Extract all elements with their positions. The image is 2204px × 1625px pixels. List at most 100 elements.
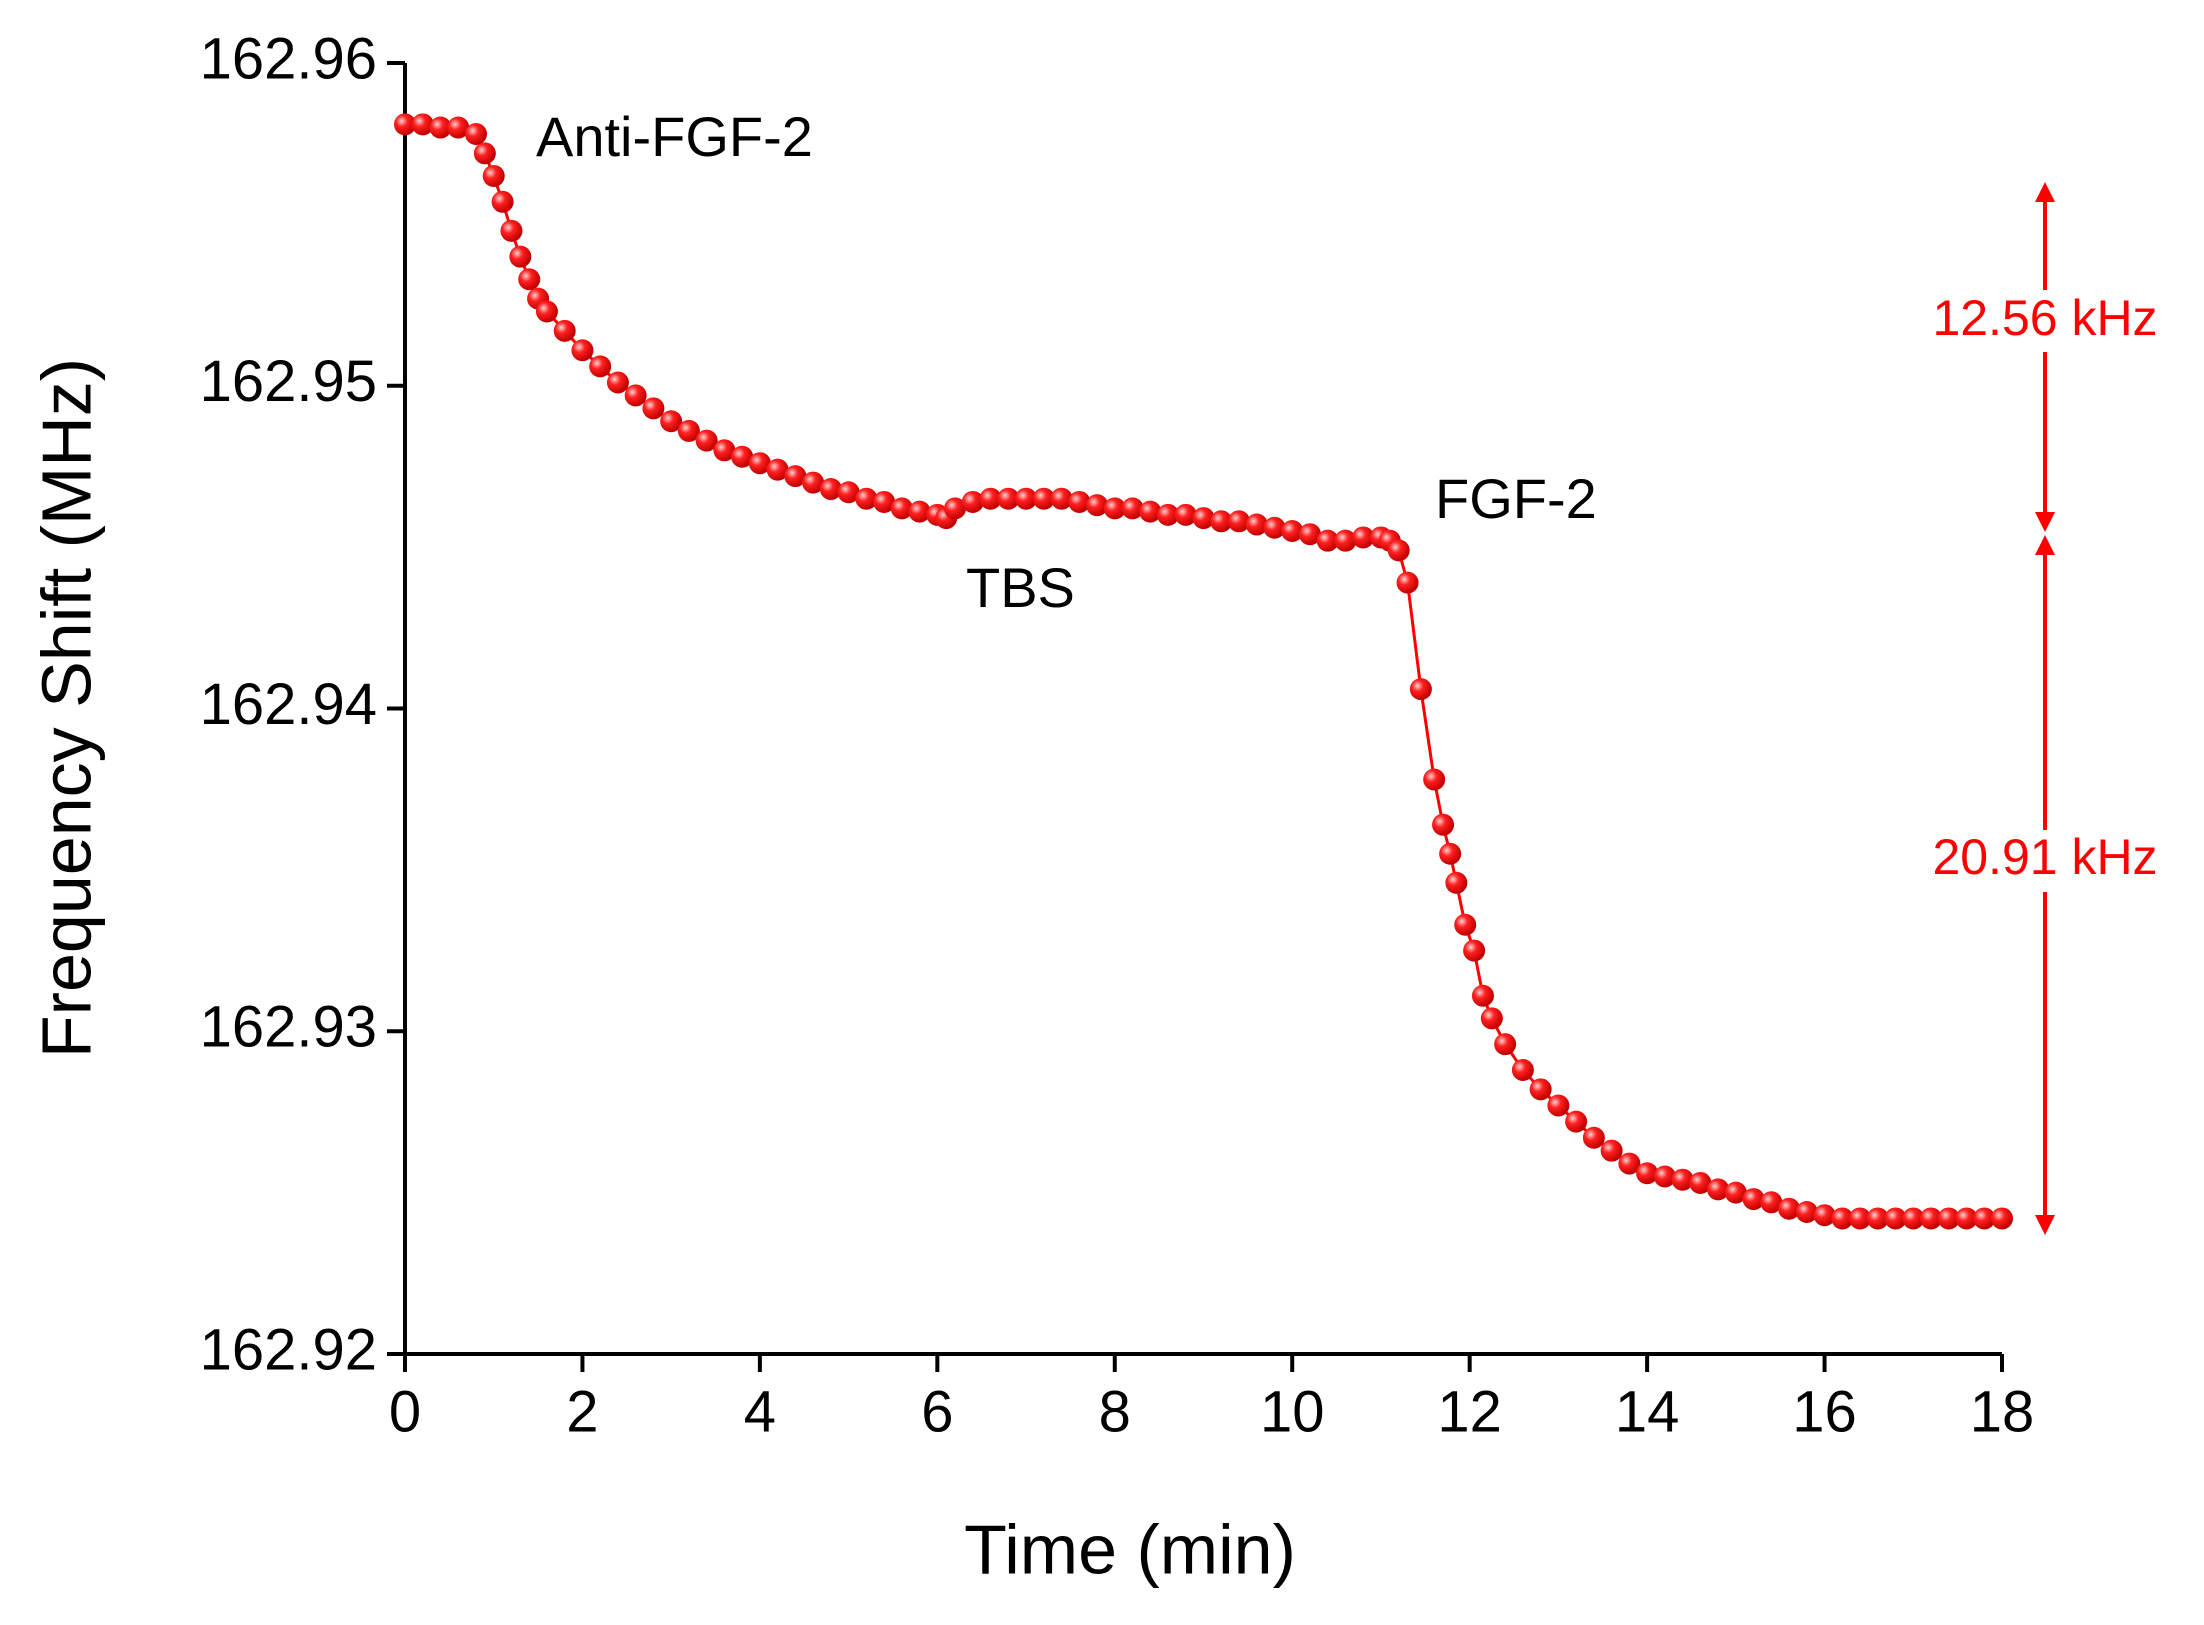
data-point	[1742, 1188, 1765, 1211]
data-point	[1547, 1094, 1570, 1117]
x-tick-label: 12	[1437, 1379, 1502, 1444]
data-point	[1298, 523, 1321, 546]
data-point	[1423, 768, 1446, 791]
data-point	[1454, 913, 1477, 936]
data-point	[979, 487, 1002, 510]
data-point	[1600, 1139, 1623, 1162]
y-tick-label: 162.95	[200, 349, 377, 414]
data-point	[411, 113, 434, 136]
data-point	[748, 452, 771, 475]
data-point	[1227, 510, 1250, 533]
label-bg	[1905, 290, 2185, 352]
data-point	[1689, 1171, 1712, 1194]
data-point	[1511, 1058, 1534, 1081]
x-tick-label: 0	[389, 1379, 421, 1444]
data-point	[624, 384, 647, 407]
data-point	[1352, 526, 1375, 549]
data-point	[1902, 1207, 1925, 1230]
y-tick-label: 162.92	[200, 1317, 377, 1382]
data-point	[642, 397, 665, 420]
data-point	[589, 355, 612, 378]
data-point	[1210, 510, 1233, 533]
data-point	[802, 471, 825, 494]
data-point	[571, 339, 594, 362]
series-line	[405, 122, 2002, 1220]
data-point	[1480, 1007, 1503, 1030]
data-point	[890, 497, 913, 520]
data-point	[1103, 497, 1126, 520]
data-point	[1157, 503, 1180, 526]
data-point	[1849, 1207, 1872, 1230]
data-point	[1529, 1078, 1552, 1101]
data-point	[1884, 1207, 1907, 1230]
x-tick-label: 10	[1260, 1379, 1325, 1444]
data-point	[1813, 1204, 1836, 1227]
data-point	[784, 465, 807, 488]
data-point	[482, 164, 505, 187]
data-point	[1439, 842, 1462, 865]
x-tick-label: 4	[744, 1379, 776, 1444]
data-point	[1636, 1162, 1659, 1185]
x-tick-label: 6	[921, 1379, 953, 1444]
data-point	[1139, 500, 1162, 523]
data-point	[1471, 984, 1494, 1007]
data-point	[447, 116, 470, 139]
data-point	[1032, 487, 1055, 510]
annotation: FGF-2	[1435, 467, 1597, 530]
data-point	[1866, 1207, 1889, 1230]
y-tick-label: 162.94	[200, 672, 377, 737]
x-tick-label: 8	[1099, 1379, 1131, 1444]
data-point	[1920, 1207, 1943, 1230]
data-point	[944, 497, 967, 520]
y-tick-label: 162.93	[200, 995, 377, 1060]
data-point	[695, 429, 718, 452]
annotation: Anti-FGF-2	[536, 105, 813, 168]
data-point	[1973, 1207, 1996, 1230]
data-point	[713, 439, 736, 462]
data-point	[1263, 516, 1286, 539]
data-point	[819, 478, 842, 501]
label-bg	[1905, 830, 2185, 892]
data-point	[1724, 1181, 1747, 1204]
data-point	[837, 481, 860, 504]
data-point	[1068, 490, 1091, 513]
data-point	[1653, 1165, 1676, 1188]
data-point	[429, 116, 452, 139]
data-point	[1831, 1207, 1854, 1230]
data-point	[1494, 1033, 1517, 1056]
data-point	[1778, 1197, 1801, 1220]
data-point	[1387, 539, 1410, 562]
data-point	[1245, 513, 1268, 536]
data-point	[518, 268, 541, 291]
data-point	[1050, 487, 1073, 510]
data-point	[553, 319, 576, 342]
data-point	[1795, 1200, 1818, 1223]
data-point	[1991, 1207, 2013, 1230]
data-point	[1334, 529, 1357, 552]
data-point	[1618, 1152, 1641, 1175]
data-point	[1121, 497, 1144, 520]
data-point	[1192, 507, 1215, 530]
data-point	[1445, 871, 1468, 894]
data-point	[873, 490, 896, 513]
data-point	[1937, 1207, 1960, 1230]
y-tick-label: 162.96	[200, 26, 377, 91]
data-point	[1396, 571, 1419, 594]
data-point	[997, 487, 1020, 510]
data-point	[535, 300, 558, 323]
data-point	[1316, 529, 1339, 552]
data-point	[731, 445, 754, 468]
annotation: TBS	[966, 556, 1075, 619]
data-point	[660, 410, 683, 433]
x-axis-label: Time (min)	[964, 1510, 1296, 1588]
y-axis-label: Frequency Shift (MHz)	[27, 358, 105, 1058]
x-tick-label: 14	[1615, 1379, 1680, 1444]
data-point	[908, 500, 931, 523]
data-point	[1463, 939, 1486, 962]
data-point	[1565, 1110, 1588, 1133]
data-point	[606, 371, 629, 394]
data-point	[677, 419, 700, 442]
annotation: 20.91 kHz	[1932, 829, 2157, 885]
data-point	[1760, 1191, 1783, 1214]
annotation: 12.56 kHz	[1932, 290, 2157, 346]
